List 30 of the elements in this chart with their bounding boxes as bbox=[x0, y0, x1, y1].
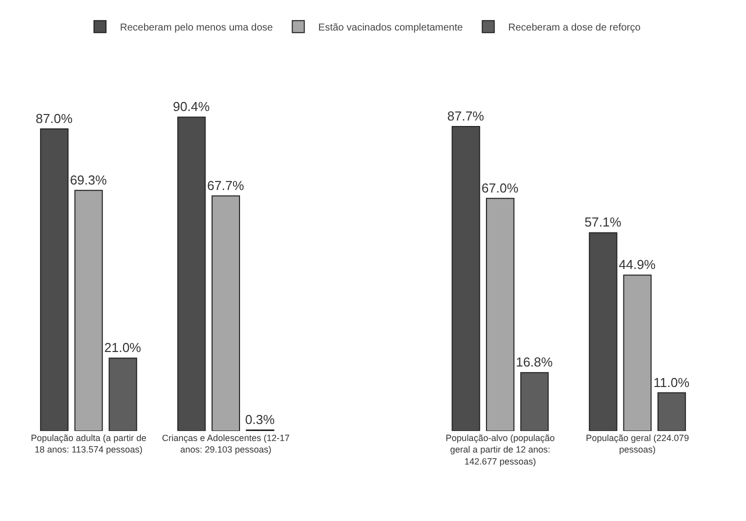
data-label: 57.1% bbox=[584, 214, 622, 230]
data-label: 67.7% bbox=[207, 178, 244, 193]
bar bbox=[588, 232, 618, 431]
data-label: 11.0% bbox=[654, 374, 690, 390]
bar bbox=[452, 126, 480, 431]
data-label: 87.0% bbox=[36, 110, 73, 126]
bar bbox=[108, 358, 138, 431]
data-label: 67.0% bbox=[482, 180, 519, 196]
data-label: 16.8% bbox=[516, 354, 554, 370]
x-tick-label: Crianças e Adolescentes (12-17 anos: 29.103 pessoas) bbox=[162, 433, 290, 455]
data-label: 69.3% bbox=[70, 172, 108, 188]
x-tick-label: População adulta (a partir de 18 anos: 113.574 pessoas) bbox=[30, 433, 146, 455]
bar bbox=[177, 116, 206, 431]
bar bbox=[40, 128, 69, 431]
data-label: 21.0% bbox=[104, 340, 142, 356]
bar bbox=[74, 190, 103, 431]
bar bbox=[212, 195, 240, 431]
bar bbox=[486, 198, 514, 431]
data-label: 0.3% bbox=[245, 412, 276, 427]
data-label: 87.7% bbox=[447, 108, 485, 124]
x-tick-label: População-alvo (população geral a partir de 12 anos: 142.677 pessoas) bbox=[446, 433, 555, 466]
bar bbox=[520, 372, 549, 431]
bar bbox=[623, 274, 652, 431]
bar bbox=[657, 392, 686, 431]
legend-label: Receberam a dose de reforço bbox=[508, 22, 641, 34]
x-tick-label: População geral (224.079 pessoas) bbox=[586, 433, 689, 455]
data-label: 44.9% bbox=[618, 257, 656, 272]
legend-label: Estão vacinados completamente bbox=[318, 22, 464, 34]
legend-label: Receberam pelo menos uma dose bbox=[120, 22, 274, 34]
data-label: 90.4% bbox=[172, 99, 210, 114]
